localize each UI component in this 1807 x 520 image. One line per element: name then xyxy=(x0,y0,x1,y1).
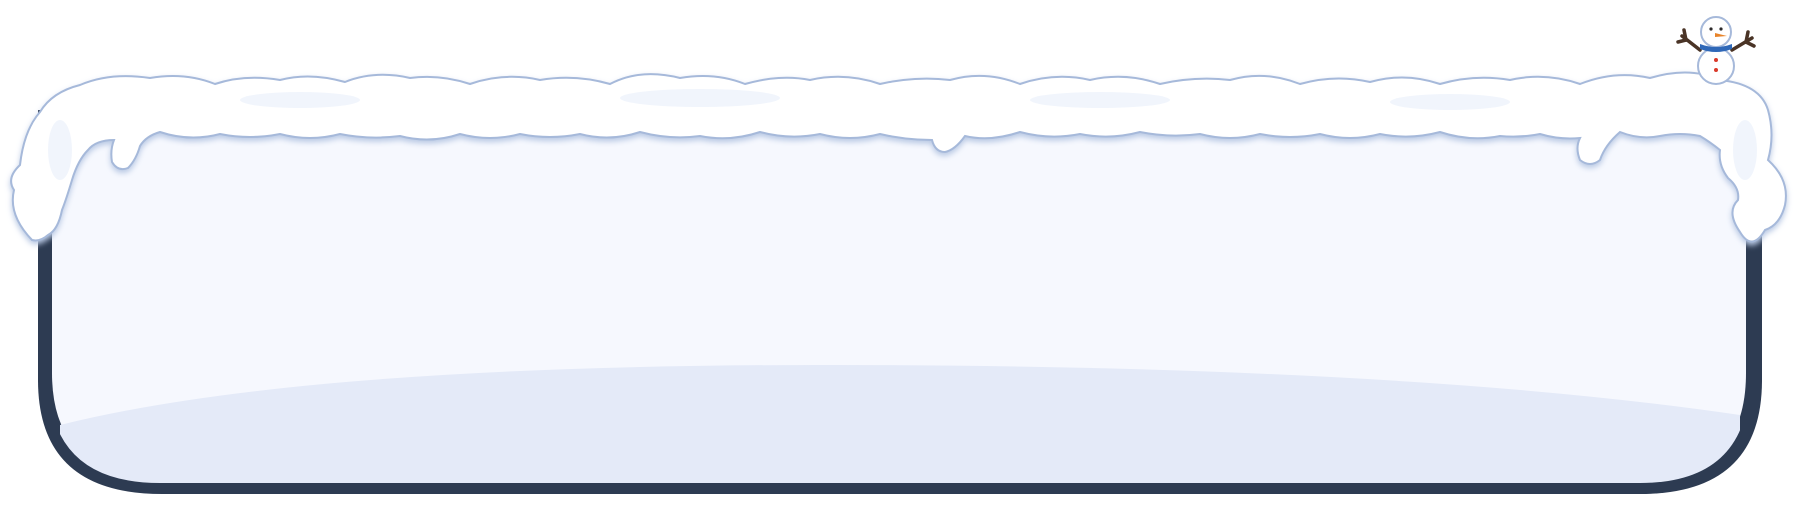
panel-frame xyxy=(38,110,1762,494)
snowman-icon xyxy=(1676,16,1756,85)
snow-cap xyxy=(10,71,1787,243)
